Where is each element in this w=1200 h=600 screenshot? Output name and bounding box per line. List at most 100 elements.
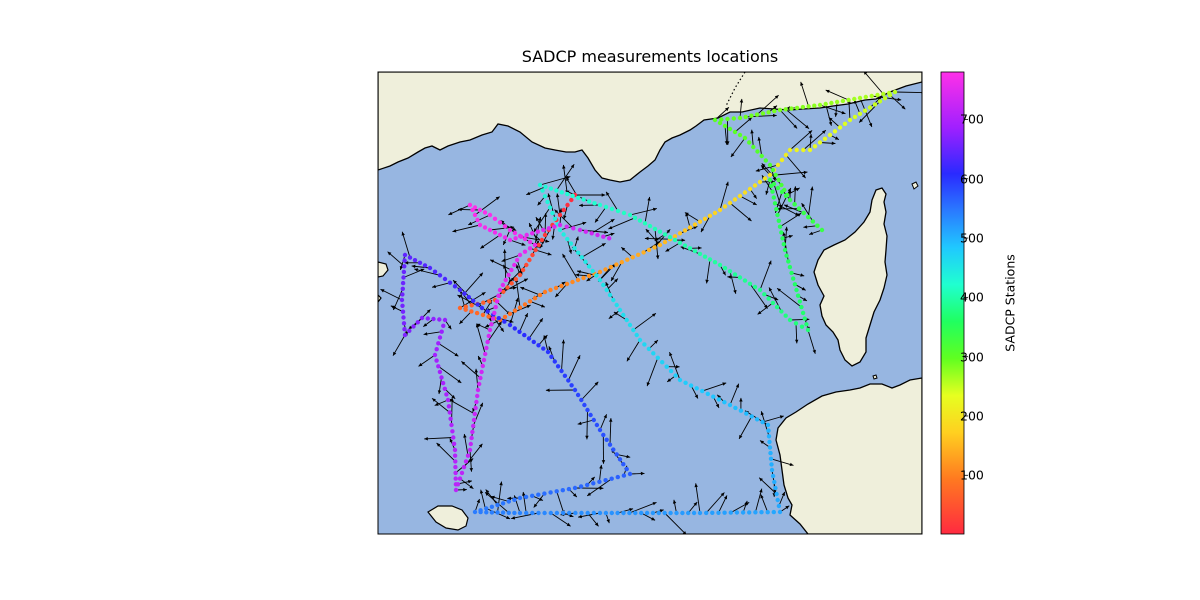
station-point — [772, 195, 776, 199]
station-point — [570, 280, 574, 284]
station-point — [804, 322, 808, 326]
station-point — [818, 140, 822, 144]
station-point — [407, 329, 411, 333]
station-point — [773, 486, 777, 490]
station-point — [744, 411, 748, 415]
station-point — [725, 117, 729, 121]
station-point — [541, 228, 545, 232]
station-point — [402, 258, 406, 262]
station-point — [732, 116, 736, 120]
station-point — [610, 477, 614, 481]
station-point — [483, 210, 487, 214]
station-point — [610, 511, 614, 515]
station-point — [438, 370, 442, 374]
station-point — [498, 288, 502, 292]
station-point — [519, 235, 523, 239]
station-point — [495, 503, 499, 507]
station-point — [700, 389, 704, 393]
station-point — [651, 511, 655, 515]
colorbar-tick-label: 600 — [960, 171, 984, 186]
station-point — [823, 137, 827, 141]
station-point — [609, 265, 613, 269]
station-point — [750, 414, 754, 418]
station-point — [486, 314, 490, 318]
station-point — [776, 178, 780, 182]
station-point — [843, 122, 847, 126]
station-point — [698, 252, 702, 256]
station-point — [766, 296, 770, 300]
station-point — [775, 213, 779, 217]
station-point — [453, 471, 457, 475]
station-point — [645, 511, 649, 515]
station-point — [689, 383, 693, 387]
station-point — [604, 205, 608, 209]
station-point — [846, 98, 850, 102]
station-point — [530, 253, 534, 257]
station-point — [587, 264, 591, 268]
station-point — [774, 492, 778, 496]
station-point — [573, 486, 577, 490]
station-point — [561, 511, 565, 515]
station-point — [488, 228, 492, 232]
station-point — [803, 316, 807, 320]
station-point — [760, 420, 764, 424]
station-point — [545, 200, 549, 204]
station-point — [530, 231, 534, 235]
station-point — [518, 253, 522, 257]
station-point — [485, 309, 489, 313]
station-point — [533, 248, 537, 252]
station-point — [401, 275, 405, 279]
station-point — [615, 511, 619, 515]
station-point — [678, 231, 682, 235]
station-point — [887, 91, 891, 95]
station-point — [588, 413, 592, 417]
station-point — [786, 259, 790, 263]
station-point — [678, 241, 682, 245]
station-point — [768, 163, 772, 167]
station-point — [789, 271, 793, 275]
station-point — [598, 203, 602, 207]
station-point — [680, 511, 684, 515]
station-point — [561, 488, 565, 492]
station-point — [801, 148, 805, 152]
station-point — [615, 452, 619, 456]
station-point — [722, 511, 726, 515]
station-point — [663, 511, 667, 515]
station-point — [713, 260, 717, 264]
station-point — [611, 447, 615, 451]
station-point — [806, 104, 810, 108]
station-point — [878, 99, 882, 103]
station-point — [473, 510, 477, 514]
station-point — [738, 133, 742, 137]
station-point — [621, 313, 625, 317]
station-point — [403, 253, 407, 257]
station-point — [490, 505, 494, 509]
station-point — [733, 130, 737, 134]
station-point — [598, 511, 602, 515]
station-point — [751, 145, 755, 149]
station-point — [622, 473, 626, 477]
station-point — [772, 510, 776, 514]
station-point — [401, 281, 405, 285]
station-point — [614, 262, 618, 266]
station-point — [698, 220, 702, 224]
station-point — [453, 448, 457, 452]
station-point — [784, 314, 788, 318]
station-point — [620, 260, 624, 264]
station-point — [498, 220, 502, 224]
station-point — [833, 129, 837, 133]
station-point — [451, 435, 455, 439]
station-point — [447, 404, 451, 408]
station-point — [530, 494, 534, 498]
station-point — [553, 359, 557, 363]
station-point — [473, 213, 477, 217]
station-point — [633, 216, 637, 220]
station-point — [607, 236, 611, 240]
station-point — [710, 511, 714, 515]
station-point — [783, 248, 787, 252]
station-point — [469, 436, 473, 440]
station-point — [556, 364, 560, 368]
station-point — [835, 100, 839, 104]
station-point — [469, 309, 473, 313]
station-point — [576, 196, 580, 200]
